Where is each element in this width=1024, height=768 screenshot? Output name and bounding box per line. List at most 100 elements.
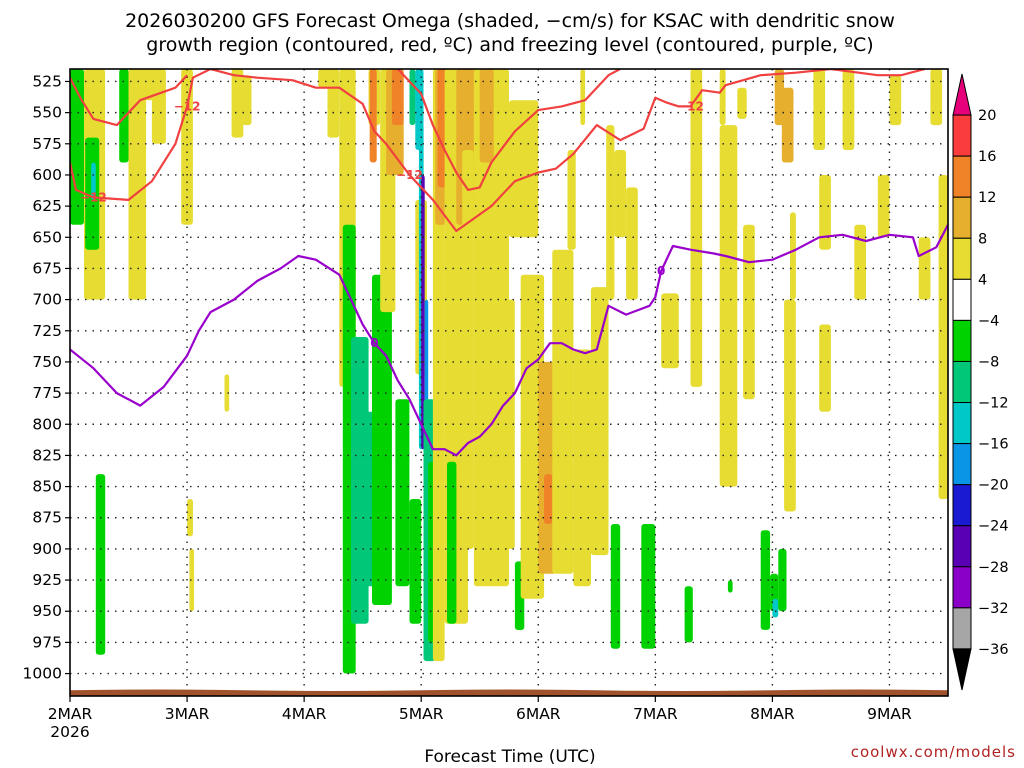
omega-region-weak_up [327,69,340,138]
omega-region-weak_up [877,175,890,238]
omega-region-down4 [70,69,84,225]
omega-region-weak_up [813,69,826,150]
terrain-band [70,689,948,696]
colorbar-label: 20 [978,108,996,124]
omega-region-weak_up [573,349,591,587]
contour-label: −12 [174,99,201,113]
omega-region-weak_up [889,75,902,126]
contour-line [70,224,948,457]
y-tick-label: 950 [32,602,62,620]
colorbar-label: −28 [978,560,1009,576]
omega-region-down24 [421,175,425,450]
y-tick-label: 850 [32,478,62,496]
omega-region-weak_up [189,548,195,612]
omega-region-weak_up [242,75,252,126]
colorbar-swatch [952,607,972,650]
omega-region-weak_up [719,69,726,126]
colorbar-swatch [952,648,972,691]
colorbar: −36 −32 −28 −24 −20 −16 −12 −8 −4 4 8 12 16 20 [952,73,1009,691]
omega-region-strong_up [369,69,377,163]
contour-line [396,69,621,191]
y-tick-label: 575 [32,135,62,153]
y-tick-label: 825 [32,446,62,464]
contour-label: −12 [80,190,107,204]
omega-region-down4 [778,548,787,612]
omega-region-weak_up [567,150,576,250]
colorbar-swatch [952,237,972,280]
colorbar-swatch [952,360,972,404]
terrain-layer [70,689,948,696]
y-tick-label: 925 [32,571,62,589]
omega-region-weak_up [790,212,796,300]
omega-region-down4 [727,580,733,593]
colorbar-swatch [952,525,972,568]
x-tick-label: 9MAR [867,705,912,723]
colorbar-label: −36 [978,642,1009,658]
omega-region-strong_up [391,69,404,126]
omega-region-down8 [409,69,416,126]
omega-region-weak_up [819,175,831,250]
omega-region-weak_up [509,100,539,238]
omega-region-mod_up [781,87,794,163]
colorbar-swatch [952,402,972,445]
colorbar-swatch [952,73,972,116]
credit-text: coolwx.com/models [851,743,1016,761]
omega-region-weak_up [614,150,627,238]
omega-region-weak_up [231,69,244,138]
colorbar-label: −4 [978,313,999,329]
x-tick-label: 7MAR [633,705,678,723]
colorbar-label: 16 [978,149,996,165]
omega-shading [70,69,948,674]
chart-title-line-1: 2026030200 GFS Forecast Omega (shaded, −… [125,10,895,32]
y-axis: 525 550 575 600 625 650 675 700 725 750 775 800 825 8… [23,72,70,683]
omega-region-down4 [641,524,656,649]
omega-region-weak_up [743,224,755,400]
omega-region-weak_up [854,224,866,300]
omega-region-weak_up [318,69,330,88]
omega-region-weak_up [128,69,147,300]
omega-region-weak_up [938,175,948,500]
omega-region-mod_up [479,69,494,163]
omega-region-weak_up [737,87,747,119]
omega-region-down4 [119,69,129,163]
omega-region-weak_up [842,69,855,150]
omega-region-down4 [395,399,410,587]
colorbar-label: −16 [978,437,1009,453]
omega-region-weak_up [784,299,796,512]
contour-label: −12 [396,168,423,182]
omega-region-weak_up [580,69,586,126]
y-tick-label: 650 [32,228,62,246]
x-axis-label: Forecast Time (UTC) [424,747,595,767]
omega-region-down12 [91,162,96,200]
x-tick-label: 8MAR [750,705,795,723]
x-tick-label: 4MAR [282,705,327,723]
contour-label: −12 [677,99,704,113]
y-tick-label: 750 [32,353,62,371]
colorbar-swatch [952,443,972,486]
x-tick-label: 2MAR [48,705,93,723]
omega-region-weak_up [462,150,474,549]
omega-region-weak_up [626,187,638,300]
colorbar-label: 8 [978,231,987,247]
omega-region-down4 [610,524,621,649]
colorbar-label: −24 [978,519,1009,535]
y-tick-label: 550 [32,104,62,122]
omega-region-weak_up [606,125,615,300]
omega-region-weak_up [151,69,166,144]
colorbar-label: −8 [978,354,999,370]
y-tick-label: 975 [32,633,62,651]
x-tick-label: 3MAR [165,705,210,723]
omega-region-weak_up [224,374,230,412]
colorbar-label: 4 [978,272,987,288]
y-tick-label: 675 [32,259,62,277]
omega-region-strong_up [544,474,553,524]
omega-region-mod_up [774,69,785,126]
plot-frame [69,68,949,697]
y-tick-label: 875 [32,509,62,527]
contour-line [70,74,188,127]
omega-region-down4 [95,474,106,655]
omega-region-weak_up [719,125,738,487]
x-tick-label: 6MAR [516,705,561,723]
omega-region-weak_up [520,274,545,599]
